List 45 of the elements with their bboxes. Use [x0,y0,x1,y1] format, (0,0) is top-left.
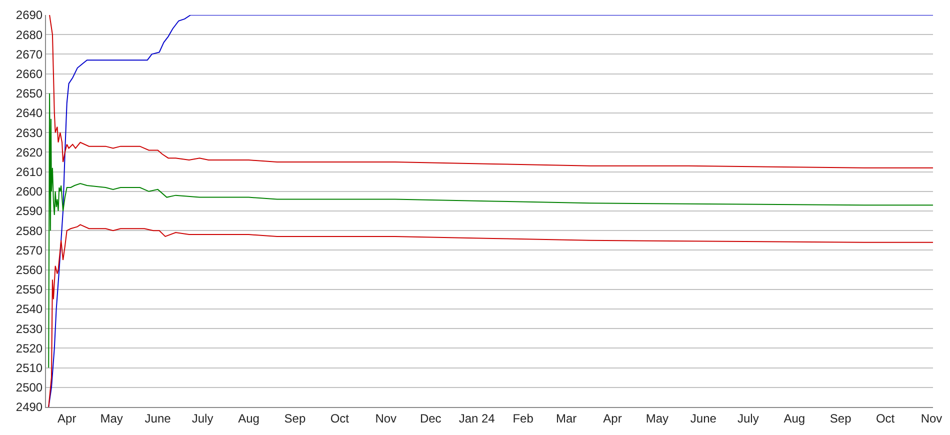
y-tick-label: 2560 [16,263,43,277]
x-tick-label: July [737,411,759,426]
line-series [49,15,933,168]
y-tick-label: 2660 [16,67,43,81]
y-tick-label: 2600 [16,184,43,199]
x-tick-label: Nov [920,411,942,426]
y-tick-label: 2620 [16,145,43,160]
y-tick-label: 2680 [16,28,43,42]
x-tick-label: Apr [603,411,622,426]
x-tick-label: Sep [284,411,306,426]
y-tick-label: 2540 [16,302,43,316]
y-tick-label: 2610 [16,165,43,179]
y-tick-label: 2590 [16,204,43,218]
y-tick-label: 2530 [16,322,43,336]
y-tick-label: 2570 [16,243,43,258]
x-tick-label: Oct [330,411,350,426]
x-tick-label: Jan 24 [458,411,496,426]
y-tick-label: 2550 [16,282,43,297]
x-tick-label: May [646,411,669,426]
x-tick-label: Apr [58,411,76,426]
y-tick-label: 2490 [16,400,43,414]
x-tick-label: June [144,411,172,426]
y-tick-label: 2670 [16,47,43,62]
x-tick-label: Aug [238,411,260,426]
x-tick-label: Sep [830,411,852,426]
x-tick-label: July [192,411,214,426]
x-tick-label: Aug [784,411,806,426]
x-tick-label: Oct [876,411,896,426]
y-tick-label: 2630 [16,126,43,140]
y-tick-label: 2690 [16,8,43,22]
y-tick-label: 2510 [16,361,43,375]
y-tick-label: 2520 [16,341,43,356]
x-tick-label: Dec [420,411,442,426]
x-tick-label: May [100,411,123,426]
y-tick-label: 2640 [16,106,43,120]
line-series [48,224,933,407]
line-series [48,15,933,407]
y-tick-label: 2580 [16,224,43,238]
x-tick-label: June [690,411,717,426]
y-tick-label: 2500 [16,380,43,395]
line-series [48,92,933,368]
x-tick-label: Feb [512,411,534,426]
x-tick-label: Mar [556,411,577,426]
x-tick-label: Nov [375,411,397,426]
y-tick-label: 2650 [16,86,43,101]
